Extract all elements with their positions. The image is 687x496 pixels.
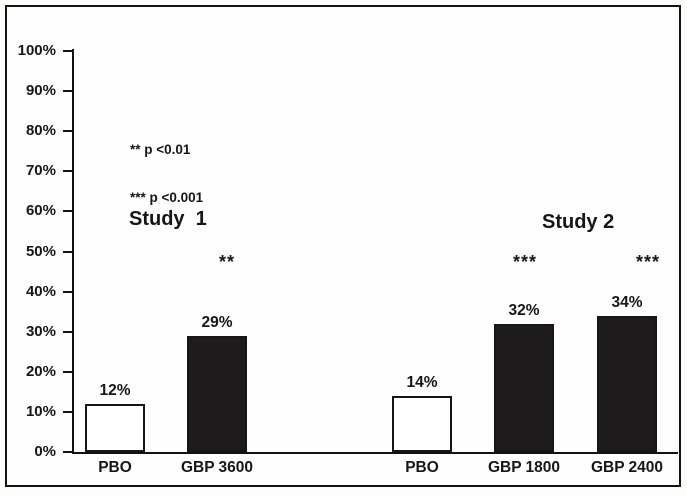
y-tick-label: 70%	[25, 162, 56, 180]
y-tick-label: 80%	[25, 122, 56, 140]
bar-value-label: 14%	[406, 374, 438, 391]
y-axis-line	[72, 49, 74, 454]
bar-value-label: 29%	[201, 314, 233, 331]
bar-gbp-3600	[187, 336, 247, 452]
x-axis-line	[72, 452, 678, 454]
y-axis-tick	[63, 451, 72, 453]
y-axis-tick	[63, 290, 72, 293]
y-tick-label: 90%	[25, 82, 56, 100]
y-tick-label: 100%	[17, 42, 56, 59]
y-tick-label: 50%	[25, 242, 56, 260]
x-category-label: GBP 3600	[180, 459, 254, 476]
y-tick-label: 60%	[25, 202, 56, 220]
group-title-study-1: Study 1	[129, 208, 207, 230]
bar-value-label: 32%	[508, 302, 540, 319]
significance-marker: **	[218, 252, 235, 272]
x-category-label: PBO	[98, 459, 132, 476]
group-title-study-2: Study 2	[542, 211, 615, 233]
x-category-label: GBP 1800	[487, 459, 561, 476]
y-axis-tick	[63, 130, 72, 133]
y-axis-tick	[63, 330, 72, 333]
x-category-label: GBP 2400	[590, 459, 664, 476]
y-axis-tick	[63, 90, 72, 93]
y-axis-tick	[63, 410, 72, 413]
bar-pbo	[392, 396, 452, 452]
significance-legend: ** p <0.01 *** p <0.001	[130, 110, 203, 238]
y-tick-label: 30%	[25, 322, 56, 340]
significance-marker: ***	[512, 252, 537, 272]
y-axis-tick	[63, 370, 72, 373]
legend-line-p001: *** p <0.001	[130, 190, 204, 205]
y-axis-tick	[63, 250, 72, 253]
y-tick-label: 40%	[25, 282, 56, 300]
y-tick-label: 0%	[34, 443, 56, 460]
y-tick-label: 20%	[25, 362, 56, 380]
y-axis-tick	[63, 210, 72, 213]
significance-marker: ***	[635, 252, 660, 272]
bar-pbo	[85, 404, 145, 452]
bar-gbp-2400	[597, 316, 657, 452]
bar-value-label: 34%	[611, 294, 643, 311]
x-category-label: PBO	[405, 459, 439, 476]
y-tick-label: 10%	[25, 402, 56, 420]
bar-value-label: 12%	[99, 382, 131, 399]
bar-gbp-1800	[494, 324, 554, 452]
legend-line-p01: ** p <0.01	[130, 142, 191, 157]
y-axis-tick	[63, 170, 72, 173]
chart-frame: ** p <0.01 *** p <0.001 Study 1 Study 2 …	[5, 5, 681, 487]
y-axis-tick	[63, 50, 72, 52]
